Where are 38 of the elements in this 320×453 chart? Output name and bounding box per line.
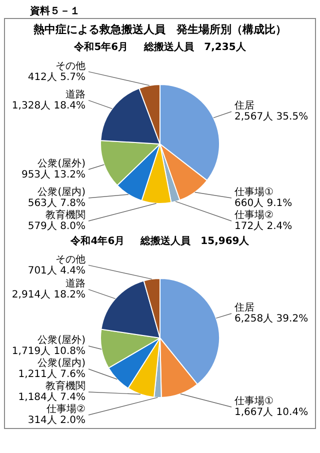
data-label: 1,211人 7.6%	[18, 369, 86, 380]
slice-label: 公衆(屋内)	[38, 186, 86, 198]
slice-label: 住居	[234, 100, 254, 112]
data-label: 563人 7.8%	[28, 198, 86, 210]
slice-label: 教育機関	[46, 209, 86, 222]
slice-label: 仕事場①	[234, 395, 274, 408]
data-label: 1,719人 10.8%	[12, 346, 86, 358]
data-label: 953人 13.2%	[21, 170, 86, 181]
data-label: 314人 2.0%	[28, 415, 86, 426]
slice-label: その他	[56, 253, 86, 266]
slice-label: 公衆(屋内)	[38, 357, 86, 370]
data-label: 701人 4.4%	[28, 265, 86, 276]
data-label: 2,567人 35.5%	[234, 112, 308, 123]
slice-label: 公衆(屋外)	[38, 334, 86, 346]
slice-label: 公衆(屋外)	[38, 158, 86, 170]
data-label: 1,184人 7.4%	[18, 392, 86, 404]
text: 資料５－１	[29, 4, 81, 18]
slice-label: 住居	[234, 302, 254, 314]
slice-label: 仕事場①	[234, 186, 274, 198]
data-label: 172人 2.4%	[234, 221, 292, 232]
slice-label: その他	[56, 60, 86, 72]
slice-label: 道路	[66, 278, 86, 290]
slice-label: 教育機関	[46, 380, 86, 392]
data-label: 6,258人 39.2%	[234, 314, 308, 325]
data-label: 412人 5.7%	[28, 72, 86, 83]
data-label: 1,328人 18.4%	[12, 100, 86, 112]
chart-title: 熱中症による救急搬送人員 発生場所別（構成比）	[32, 22, 288, 38]
data-label: 579人 8.0%	[28, 221, 86, 232]
data-label: 2,914人 18.2%	[12, 290, 86, 301]
text: 総搬送人員 15,969人	[140, 236, 250, 247]
data-label: 1,667人 10.4%	[234, 407, 308, 418]
slice-label: 道路	[66, 88, 86, 100]
slice-label: 仕事場②	[234, 209, 274, 222]
chart-subtitle: 令和4年6月	[70, 236, 125, 247]
slice-label: 仕事場②	[46, 403, 86, 416]
chart-subtitle: 令和5年6月	[74, 42, 128, 53]
text: 総搬送人員 7,235人	[144, 42, 246, 53]
data-label: 660人 9.1%	[234, 198, 292, 210]
